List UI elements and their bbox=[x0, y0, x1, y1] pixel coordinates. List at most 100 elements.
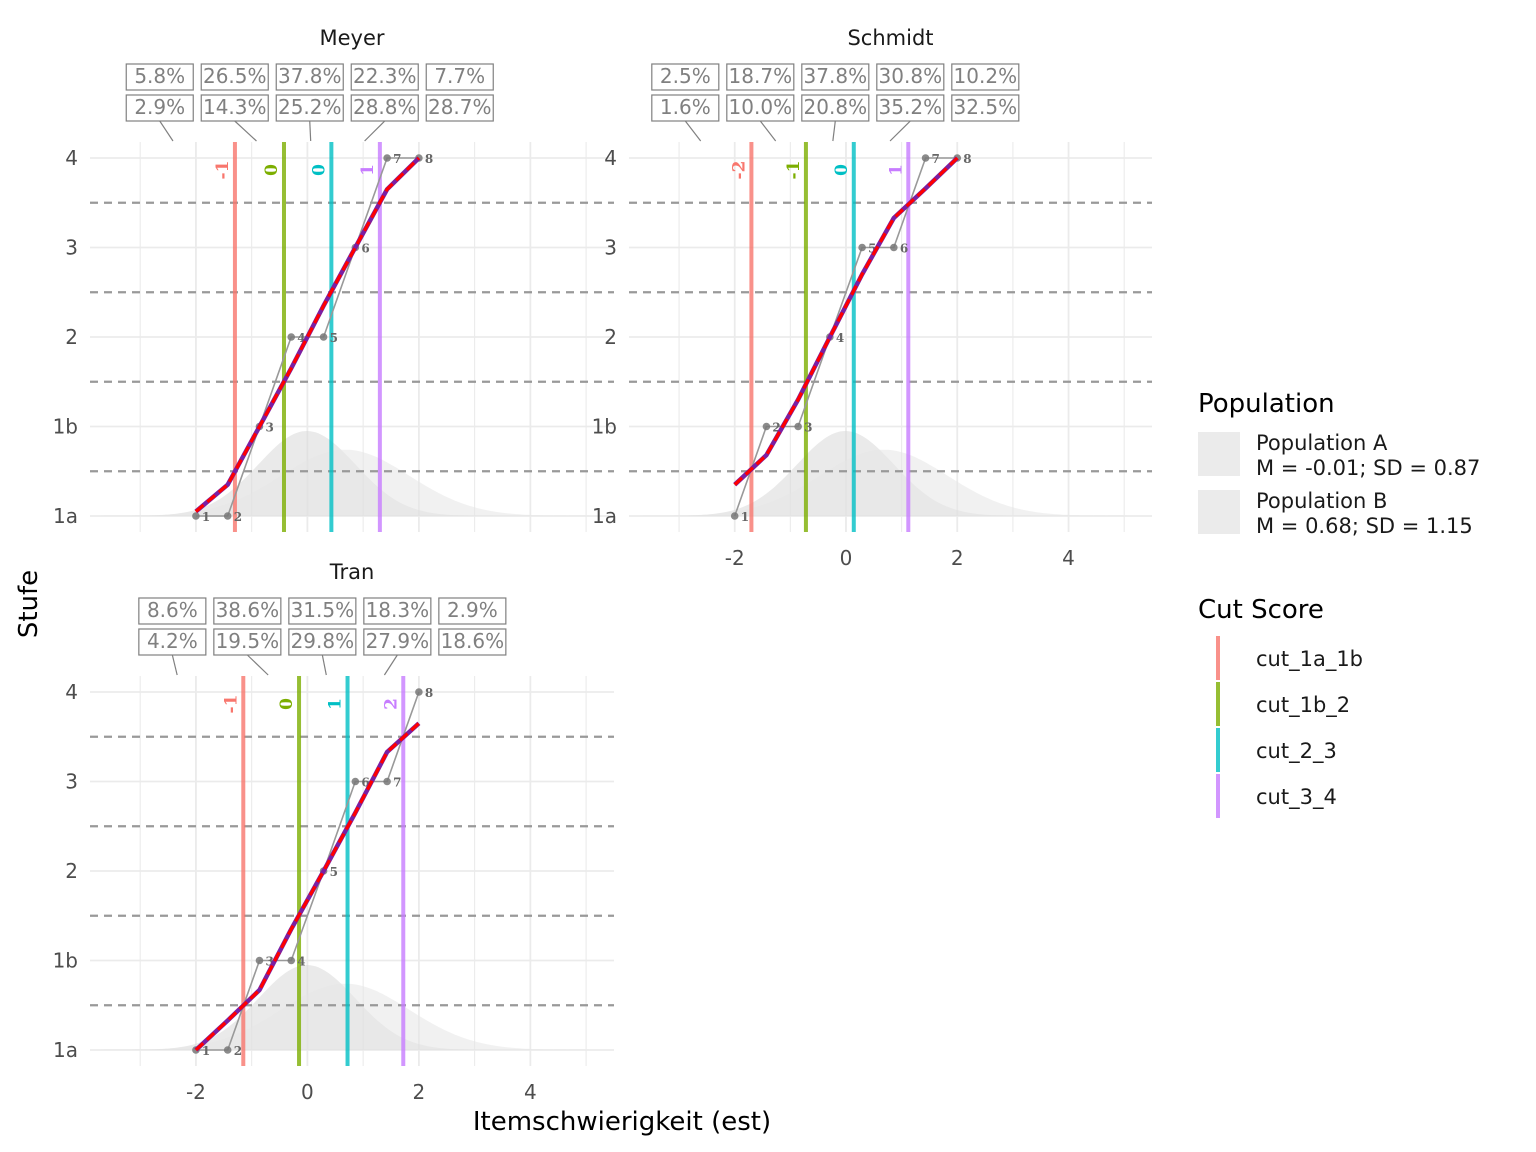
y-tick-label: 4 bbox=[65, 680, 78, 704]
item-label: 2 bbox=[234, 1044, 242, 1058]
percentage-box bbox=[288, 597, 357, 625]
percentage-leader-line bbox=[364, 120, 386, 142]
percentage-label: 28.7% bbox=[428, 95, 492, 119]
percentage-box bbox=[425, 63, 494, 91]
percentage-label: 20.8% bbox=[804, 95, 868, 119]
item-label: 5 bbox=[330, 865, 338, 879]
item-label: 7 bbox=[393, 152, 401, 166]
y-axis-ticks: 1a 1b 2 3 4 bbox=[53, 146, 78, 528]
percentage-label: 25.2% bbox=[278, 95, 342, 119]
percentage-box bbox=[438, 597, 507, 625]
percentage-leader-line bbox=[246, 654, 269, 676]
percentage-box bbox=[138, 597, 207, 625]
percentage-box bbox=[876, 94, 945, 122]
item-label: 3 bbox=[265, 955, 273, 969]
percentage-label: 31.5% bbox=[291, 598, 355, 622]
fitted-lines bbox=[194, 156, 421, 514]
population-densities bbox=[629, 431, 1152, 516]
cut-label: 1 bbox=[358, 164, 378, 176]
y-tick-label: 1a bbox=[53, 504, 78, 528]
item-point bbox=[192, 512, 200, 520]
percentage-leader-line bbox=[309, 120, 312, 142]
x-tick-label: 4 bbox=[524, 1080, 537, 1104]
percentage-box bbox=[363, 597, 432, 625]
item-point bbox=[319, 333, 328, 341]
percentage-leader-line bbox=[171, 654, 178, 676]
percentage-label: 19.5% bbox=[216, 629, 280, 653]
percentage-label: 2.9% bbox=[447, 598, 498, 622]
population-densities bbox=[90, 965, 614, 1050]
fitted-lines bbox=[194, 721, 421, 1052]
item-label: 2 bbox=[772, 421, 780, 435]
y-tick-label: 3 bbox=[65, 770, 78, 794]
legend-population-b-name: Population B bbox=[1256, 489, 1387, 513]
legend-key-population-a bbox=[1198, 432, 1240, 476]
x-axis-title: Itemschwierigkeit (est) bbox=[473, 1107, 771, 1137]
cut-label: 1 bbox=[886, 164, 906, 176]
percentage-box bbox=[275, 63, 344, 91]
facet-title: Tran bbox=[329, 560, 375, 584]
item-point bbox=[858, 243, 866, 252]
item-label: 7 bbox=[393, 776, 401, 790]
observed-item-line bbox=[733, 157, 958, 517]
x-tick-label: 0 bbox=[301, 1080, 314, 1104]
y-tick-label: 2 bbox=[604, 325, 617, 349]
item-label: 7 bbox=[932, 152, 940, 166]
item-point bbox=[890, 243, 898, 252]
x-tick-label: -2 bbox=[186, 1080, 206, 1104]
x-tick-label: 2 bbox=[413, 1080, 426, 1104]
percentage-box bbox=[726, 63, 795, 91]
percentage-label: 7.7% bbox=[434, 64, 485, 88]
item-point bbox=[223, 1046, 232, 1054]
fit-line-red bbox=[194, 722, 420, 1052]
cut-score-lines: -1 0 1 2 bbox=[221, 676, 406, 1066]
percentage-box bbox=[438, 628, 507, 656]
percentage-label: 10.0% bbox=[729, 95, 793, 119]
legend-label-cut_1a_1b: cut_1a_1b bbox=[1256, 647, 1363, 672]
observed-items: 1 2 3 4 5 6 7 8 bbox=[730, 152, 972, 524]
percentage-box bbox=[125, 63, 194, 91]
item-point bbox=[415, 688, 423, 696]
percentage-box bbox=[350, 94, 419, 122]
percentage-box bbox=[425, 94, 494, 122]
item-point bbox=[383, 154, 391, 162]
item-point bbox=[921, 154, 930, 162]
item-label: 6 bbox=[361, 776, 369, 790]
y-tick-label: 4 bbox=[604, 146, 617, 170]
percentage-leader-line bbox=[159, 120, 174, 142]
y-tick-label: 2 bbox=[65, 859, 78, 883]
x-tick-label: 4 bbox=[1062, 546, 1075, 570]
percentage-label: 2.9% bbox=[134, 95, 185, 119]
y-tick-label: 4 bbox=[65, 146, 78, 170]
cut-label: -2 bbox=[729, 161, 749, 180]
percentage-box bbox=[288, 628, 357, 656]
cut-label: 0 bbox=[262, 164, 282, 176]
item-point bbox=[287, 333, 296, 341]
fit-line-red bbox=[733, 156, 959, 486]
percentage-label: 1.6% bbox=[660, 95, 711, 119]
item-point bbox=[287, 956, 296, 965]
facet-panel-tran: -1 0 1 2 1 2 3 4 5 6 7 8 Tran 8.6% 38.6% 31.5% 18.3% 2.9%… bbox=[53, 560, 614, 1104]
x-axis-ticks: -2 0 2 4 bbox=[186, 1080, 537, 1104]
observed-item-line bbox=[195, 691, 420, 1051]
percentage-label: 8.6% bbox=[147, 598, 198, 622]
facet-panels: -1 0 0 1 1 2 3 4 5 6 7 8 Meyer 5.8% 26.5% 37.8% 22.3% 7.7… bbox=[53, 26, 1152, 1104]
percentage-box bbox=[200, 63, 269, 91]
item-label: 1 bbox=[202, 510, 210, 524]
percentage-label: 18.6% bbox=[441, 629, 505, 653]
percentage-box bbox=[651, 63, 720, 91]
facet-panel-schmidt: -2 -1 0 1 1 2 3 4 5 6 7 8 Schmidt 2.5% 18.7% 37.8% 30.8%… bbox=[592, 26, 1152, 570]
item-point bbox=[351, 777, 360, 786]
percentage-label: 35.2% bbox=[879, 95, 943, 119]
percentage-box bbox=[726, 94, 795, 122]
fit-line-red bbox=[194, 156, 421, 513]
x-tick-label: 0 bbox=[840, 546, 853, 570]
legend-label-cut_2_3: cut_2_3 bbox=[1256, 739, 1337, 764]
y-tick-label: 1b bbox=[53, 415, 78, 439]
percentage-label: 26.5% bbox=[203, 64, 267, 88]
x-tick-label: 2 bbox=[951, 546, 964, 570]
percentage-label: 22.3% bbox=[353, 64, 417, 88]
item-label: 4 bbox=[297, 331, 305, 345]
percentage-box bbox=[350, 63, 419, 91]
y-tick-label: 3 bbox=[65, 236, 78, 260]
